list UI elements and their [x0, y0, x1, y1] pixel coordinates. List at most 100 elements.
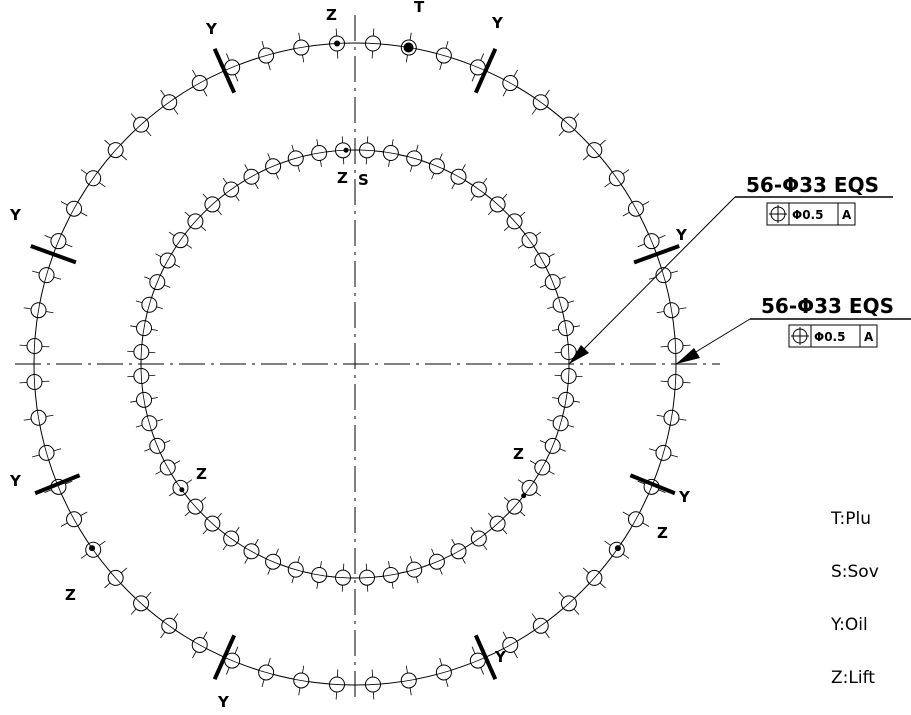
hole-cross-line [563, 598, 575, 609]
hole-cross-line [258, 669, 274, 675]
label-y: Y [675, 226, 688, 244]
legend-item: Z:Lift [831, 668, 875, 688]
legend-item: S:Sov [831, 562, 879, 582]
legend-item: Y:Oil [830, 615, 868, 635]
hole-cross-line [669, 410, 674, 426]
hole-cross-line [406, 155, 422, 161]
hole-cross-line [503, 640, 518, 649]
hole-cross-line [549, 438, 556, 453]
hole-labels: Z T Y Y Y Y Y Y Y Y Z S Z Z Z Z [9, 0, 691, 711]
hole-cross-line [451, 172, 466, 181]
hole-cross-line [564, 320, 568, 336]
hole-cross-line [293, 678, 309, 683]
hole-cross-line [524, 233, 535, 247]
lift-hole-mark [179, 487, 185, 493]
plug-hole-mark [403, 42, 414, 53]
hole-cross-line [146, 415, 152, 431]
hole-cross-line [33, 338, 36, 354]
hole-cross-line [451, 547, 466, 556]
hole-cross-line [509, 215, 520, 228]
hole-cross-line [538, 253, 547, 268]
hole-cross-line [266, 558, 281, 565]
hole-cross-line [293, 45, 309, 50]
hole-cross-line [288, 155, 304, 161]
hole-cross-line [311, 151, 327, 155]
callout-inner-holes: 56-Φ33 EQS Φ0.5 A [568, 173, 893, 365]
outer-bolt-circle [19, 28, 691, 700]
hole-cross-line [70, 512, 79, 527]
hole-cross-line [135, 598, 147, 609]
label-y: Y [9, 472, 22, 490]
lift-hole-mark [89, 545, 96, 552]
hole-cross-line [206, 518, 219, 529]
hole-cross-line [631, 512, 640, 527]
label-z: Z [65, 586, 76, 604]
label-y: Y [217, 693, 230, 711]
hole-cross-line [558, 297, 564, 313]
hole-cross-line [401, 678, 417, 683]
hole-cross-line [110, 572, 121, 584]
hole-cross-line [225, 657, 240, 664]
hole-cross-line [225, 64, 240, 71]
label-z: Z [337, 169, 348, 187]
hole-cross-line [142, 392, 146, 408]
label-y: Y [678, 488, 691, 506]
hole-cross-line [567, 344, 570, 360]
hole-cross-line [567, 368, 570, 384]
hole-cross-line [491, 518, 504, 529]
datum-ref: A [842, 208, 852, 222]
hole-cross-line [558, 415, 564, 431]
callout-title: 56-Φ33 EQS [746, 173, 879, 197]
hole-cross-line [436, 53, 452, 59]
hole-cross-line [206, 199, 219, 210]
hole-cross-line [436, 669, 452, 675]
hole-cross-line [142, 320, 146, 336]
oil-hole-mark [212, 634, 237, 680]
hole-cross-line [538, 460, 547, 475]
hole-cross-line [509, 500, 520, 513]
hole-cross-line [140, 368, 143, 384]
hole-cross-line [135, 119, 147, 130]
hole-cross-line [44, 445, 50, 461]
hole-cross-line [192, 79, 207, 88]
callout-outer-holes: 56-Φ33 EQS Φ0.5 A [675, 294, 911, 365]
hole-cross-line [648, 234, 655, 249]
hole-cross-line [70, 201, 79, 216]
hole-cross-line [383, 573, 399, 577]
inner-bolt-circle [127, 136, 583, 592]
hole-cross-line [365, 42, 381, 45]
hole-cross-line [110, 144, 121, 156]
label-z: Z [513, 445, 524, 463]
hole-cross-line [88, 171, 98, 185]
hole-cross-line [140, 344, 143, 360]
hole-cross-line [33, 374, 36, 390]
hole-cross-line [154, 438, 161, 453]
oil-hole-mark [212, 48, 237, 94]
hole-cross-line [329, 683, 345, 686]
label-t: T [414, 0, 425, 16]
hole-cross-line [146, 297, 152, 313]
hole-cross-line [244, 547, 259, 556]
lift-hole-mark [614, 545, 621, 552]
hole-cross-line [190, 215, 201, 228]
hole-cross-line [470, 657, 485, 664]
oil-hole-mark [34, 473, 81, 496]
label-y: Y [494, 648, 507, 666]
hole-cross-line [674, 338, 677, 354]
oil-hole-mark [30, 244, 77, 265]
hole-cross-line [470, 64, 485, 71]
oil-hole-mark [633, 244, 680, 265]
hole-cross-line [524, 481, 535, 495]
label-s: S [358, 171, 369, 189]
hole-cross-line [429, 558, 444, 565]
hole-cross-line [36, 410, 41, 426]
hole-cross-line [648, 479, 655, 494]
label-z: Z [657, 524, 668, 542]
hole-cross-line [491, 199, 504, 210]
hole-cross-line [660, 445, 666, 461]
tolerance-value: Φ0.5 [814, 330, 845, 344]
hole-cross-line [429, 163, 444, 170]
hole-cross-line [154, 275, 161, 290]
hole-cross-line [631, 201, 640, 216]
label-z: Z [196, 465, 207, 483]
